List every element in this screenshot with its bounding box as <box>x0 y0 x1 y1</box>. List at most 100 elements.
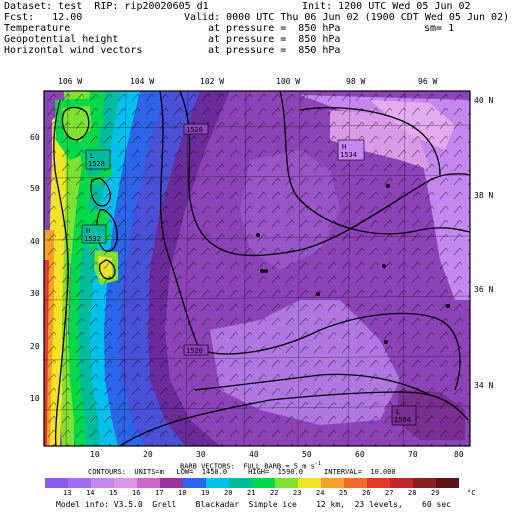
lat-label: 38 N <box>474 191 493 200</box>
colorbar-label: 15 <box>109 489 118 497</box>
colorbar-label: 27 <box>385 489 394 497</box>
colorbar-swatch <box>252 478 275 488</box>
colorbar-label: 16 <box>132 489 141 497</box>
model-info: Model info: V3.5.0 Grell Blackadar Simpl… <box>56 500 451 509</box>
colorbar-label: 17 <box>155 489 164 497</box>
field-wind-level: at pressure = 850 hPa <box>208 45 341 56</box>
svg-text:1528: 1528 <box>88 160 105 168</box>
svg-text:1520: 1520 <box>186 126 203 134</box>
colorbar-swatch <box>413 478 436 488</box>
grid-label: 30 <box>196 450 206 459</box>
lat-label: 40 N <box>474 96 493 105</box>
svg-text:H: H <box>86 227 90 235</box>
svg-text:1504: 1504 <box>394 416 411 424</box>
height-label: H 1532 <box>81 224 107 244</box>
lon-label: 106 W <box>58 77 82 86</box>
colorbar-swatch <box>160 478 183 488</box>
colorbar-swatch <box>183 478 206 488</box>
left-grid-labels: 60 50 40 30 20 10 <box>30 133 40 403</box>
colorbar-label: 23 <box>293 489 302 497</box>
longitude-labels: 106 W 104 W 102 W 100 W 98 W 96 W <box>58 77 437 86</box>
colorbar-swatch <box>137 478 160 488</box>
contour-info: CONTOURS: UNITS=m LOW= 1450.0 HIGH= 1590… <box>88 468 396 476</box>
field-height-name: Geopotential height <box>4 34 119 45</box>
svg-text:1532: 1532 <box>84 235 101 243</box>
station-dots <box>256 184 450 344</box>
grid-label: 40 <box>30 237 40 246</box>
grid-label: 60 <box>30 133 40 142</box>
grid-label: 30 <box>30 289 40 298</box>
colorbar-swatch <box>298 478 321 488</box>
height-label: L 1528 <box>85 149 111 170</box>
svg-text:H: H <box>342 143 346 151</box>
svg-text:1520: 1520 <box>186 347 203 355</box>
dataset-line: Dataset: test RIP: rip20020605 d1 <box>4 1 209 12</box>
colorbar-label: 29 <box>431 489 440 497</box>
colorbar-swatch <box>206 478 229 488</box>
grid-label: 80 <box>454 450 464 459</box>
height-contours <box>53 91 470 446</box>
grid-label: 20 <box>30 342 40 351</box>
valid-line: Valid: 0000 UTC Thu 06 Jun 02 (1900 CDT … <box>184 12 510 23</box>
lon-label: 96 W <box>418 77 437 86</box>
grid-label: 50 <box>30 184 40 193</box>
colorbar-label: 19 <box>201 489 210 497</box>
grid-label: 10 <box>90 450 100 459</box>
height-label: H 1534 <box>337 139 365 161</box>
colorbar-swatch <box>436 478 459 488</box>
lat-label: 34 N <box>474 381 493 390</box>
bottom-grid-labels: 10 20 30 40 50 60 70 80 <box>90 450 464 459</box>
colorbar-label: 25 <box>339 489 348 497</box>
init-line: Init: 1200 UTC Wed 05 Jun 02 <box>302 1 471 12</box>
map-frame <box>43 90 471 447</box>
barb-units-superscript: -1 <box>314 461 321 467</box>
colorbar-swatch <box>114 478 137 488</box>
colorbar-label: 14 <box>86 489 95 497</box>
field-wind-name: Horizontal wind vectors <box>4 45 143 56</box>
colorbar-swatch <box>68 478 91 488</box>
field-temperature-level: at pressure = 850 hPa <box>208 23 341 34</box>
grid-label: 40 <box>249 450 259 459</box>
barb-vectors-note: BARB VECTORS: FULL BARB = 5 m s-1 <box>180 460 321 470</box>
colorbar-label: 20 <box>224 489 233 497</box>
lon-label: 98 W <box>346 77 365 86</box>
latitude-labels: 40 N 38 N 36 N 34 N <box>474 96 493 390</box>
lon-label: 102 W <box>200 77 224 86</box>
svg-text:1534: 1534 <box>340 151 357 159</box>
colorbar-label: 26 <box>362 489 371 497</box>
colorbar-swatch <box>367 478 390 488</box>
grid-label: 20 <box>143 450 153 459</box>
colorbar-swatch <box>321 478 344 488</box>
height-label: L 1504 <box>391 405 417 426</box>
svg-text:L: L <box>396 408 400 416</box>
colorbar-swatch <box>45 478 68 488</box>
svg-text:L: L <box>90 152 94 160</box>
fcst-line: Fcst: 12.00 <box>4 12 83 23</box>
field-height-level: at pressure = 850 hPa <box>208 34 341 45</box>
height-label: 1520 <box>183 123 209 135</box>
field-temperature-smoothing: sm= 1 <box>424 23 455 34</box>
colorbar-swatch <box>390 478 413 488</box>
height-label: 1520 <box>183 344 209 356</box>
colorbar-swatch <box>344 478 367 488</box>
colorbar-swatch <box>229 478 252 488</box>
colorbar-swatch <box>275 478 298 488</box>
grid-label: 10 <box>30 394 40 403</box>
lon-label: 100 W <box>276 77 300 86</box>
colorbar-label: 24 <box>316 489 325 497</box>
field-temperature-name: Temperature <box>4 23 71 34</box>
colorbar-unit: °C <box>467 489 476 497</box>
lon-label: 104 W <box>130 77 154 86</box>
colorbar-label: 28 <box>408 489 417 497</box>
barb-vectors-text: BARB VECTORS: FULL BARB = 5 m s <box>180 462 315 471</box>
height-labels: 1520 L 1528 H 1534 H 1532 1520 L 1504 <box>81 123 417 426</box>
grid-label: 60 <box>355 450 365 459</box>
colorbar-label: 22 <box>270 489 279 497</box>
lat-label: 36 N <box>474 285 493 294</box>
grid-label: 70 <box>408 450 418 459</box>
colorbar-swatch <box>91 478 114 488</box>
colorbar-label: 13 <box>63 489 72 497</box>
grid-label: 50 <box>302 450 312 459</box>
colorbar-label: 21 <box>247 489 256 497</box>
